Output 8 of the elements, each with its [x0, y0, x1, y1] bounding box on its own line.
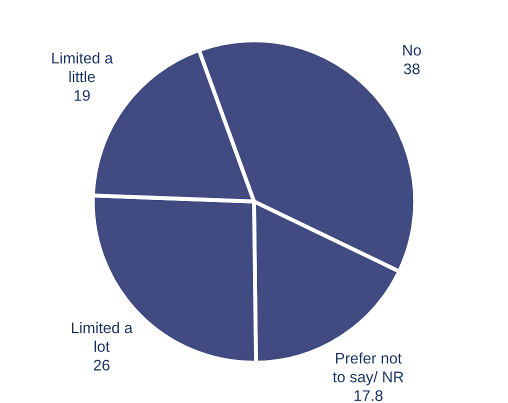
slice-label: Limited a lot — [72, 322, 133, 352]
slice-label: Limited a little — [52, 52, 114, 82]
slice-label: Prefer not to say/ NR — [332, 352, 404, 386]
slice-label: No — [403, 44, 421, 56]
data-label: 26 — [94, 360, 110, 371]
data-label: 38 — [404, 64, 420, 74]
data-label: 19 — [74, 90, 90, 101]
data-label: 17.8 — [354, 390, 383, 402]
